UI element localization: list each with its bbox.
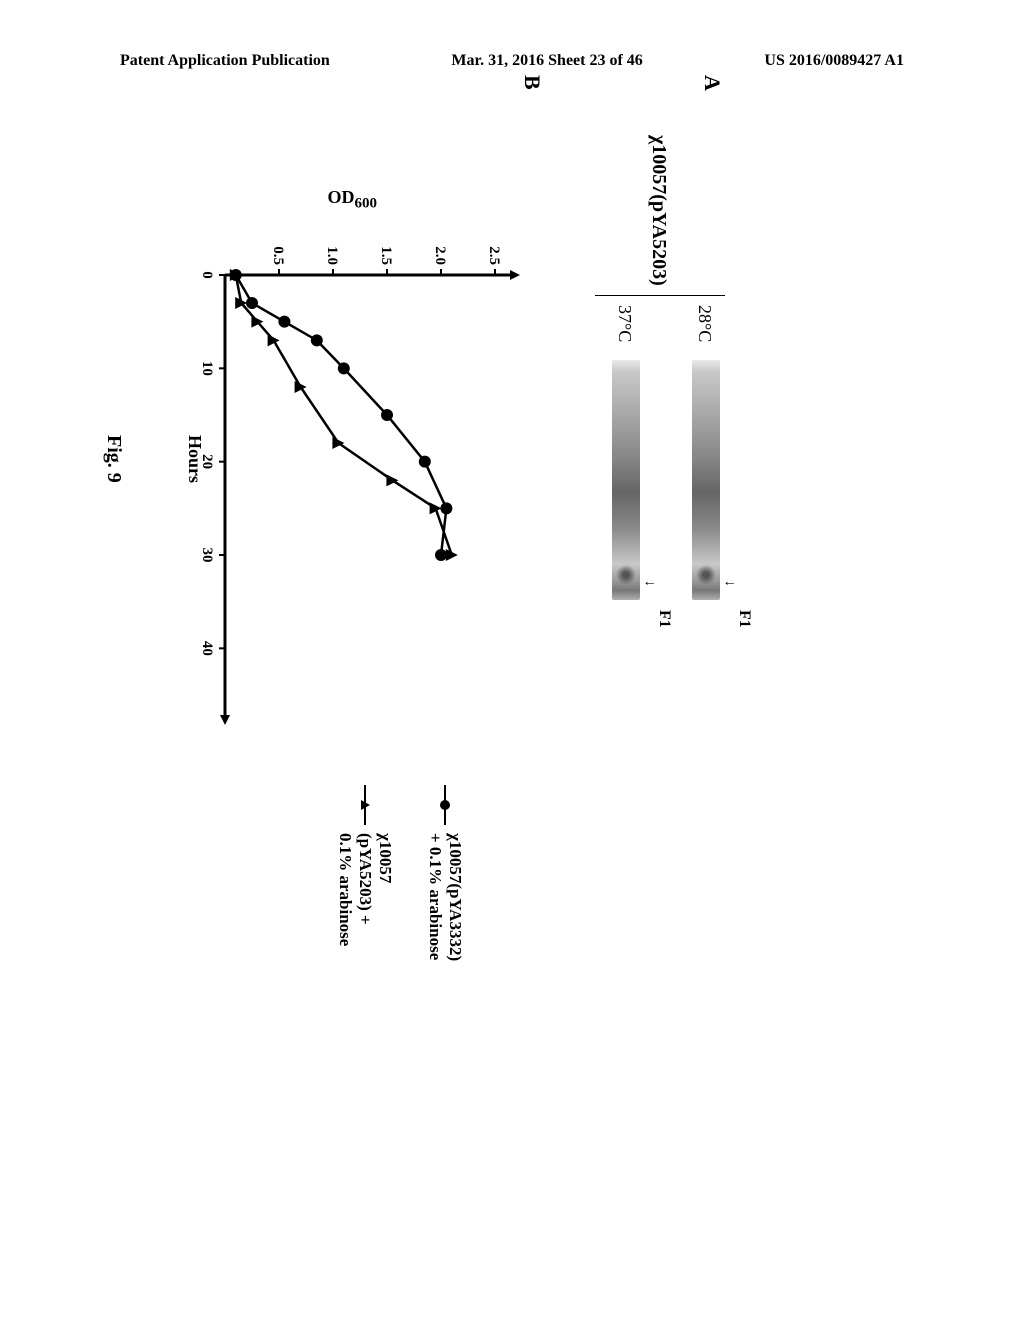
f1-arrow-1: ↓ (721, 580, 737, 587)
f1-arrow-2: ↓ (641, 580, 657, 587)
svg-text:10: 10 (199, 361, 215, 376)
f1-label-1: F1 (735, 610, 753, 628)
header-right: US 2016/0089427 A1 (764, 52, 904, 70)
triangle-marker-icon (357, 785, 373, 825)
growth-chart: 0102030400.51.01.52.02.5 OD600 Hours (165, 205, 525, 765)
strain-label: χ10057(pYA5203) (647, 135, 670, 286)
figure-label: Fig. 9 (102, 435, 125, 483)
temp-label-2: 37°C (614, 305, 635, 342)
legend-item-2: χ10057 (pYA5203) + 0.1% arabinose (335, 785, 395, 965)
temp-label-1: 28°C (694, 305, 715, 342)
f1-label-2: F1 (655, 610, 673, 628)
svg-text:30: 30 (199, 548, 215, 563)
legend-text-1: χ10057(pYA3332) + 0.1% arabinose (425, 833, 465, 965)
circle-marker-icon (437, 785, 453, 825)
header-left: Patent Application Publication (120, 52, 330, 70)
svg-text:1.5: 1.5 (378, 246, 394, 265)
svg-text:2.0: 2.0 (432, 246, 448, 265)
svg-text:0.5: 0.5 (270, 246, 286, 265)
svg-text:1.0: 1.0 (324, 246, 340, 265)
chart-legend: χ10057(pYA3332) + 0.1% arabinose χ10057 … (305, 785, 465, 965)
blot-band-1 (692, 360, 720, 600)
svg-text:2.5: 2.5 (486, 246, 502, 265)
svg-text:0: 0 (199, 271, 215, 279)
x-axis-label: Hours (184, 435, 205, 483)
chart-svg: 0102030400.51.01.52.02.5 (165, 205, 525, 765)
header-center: Mar. 31, 2016 Sheet 23 of 46 (451, 52, 642, 70)
figure-content: A B χ10057(pYA5203) 28°C 37°C ↓ F1 ↓ F1 … (95, 265, 925, 965)
legend-item-1: χ10057(pYA3332) + 0.1% arabinose (425, 785, 465, 965)
svg-text:40: 40 (199, 641, 215, 656)
panel-a-label: A (699, 75, 725, 91)
temperature-divider (595, 295, 725, 296)
legend-text-2: χ10057 (pYA5203) + 0.1% arabinose (335, 833, 395, 965)
panel-b-label: B (519, 75, 545, 90)
blot-band-2 (612, 360, 640, 600)
y-axis-label: OD600 (327, 187, 377, 213)
page-header: Patent Application Publication Mar. 31, … (0, 52, 1024, 70)
